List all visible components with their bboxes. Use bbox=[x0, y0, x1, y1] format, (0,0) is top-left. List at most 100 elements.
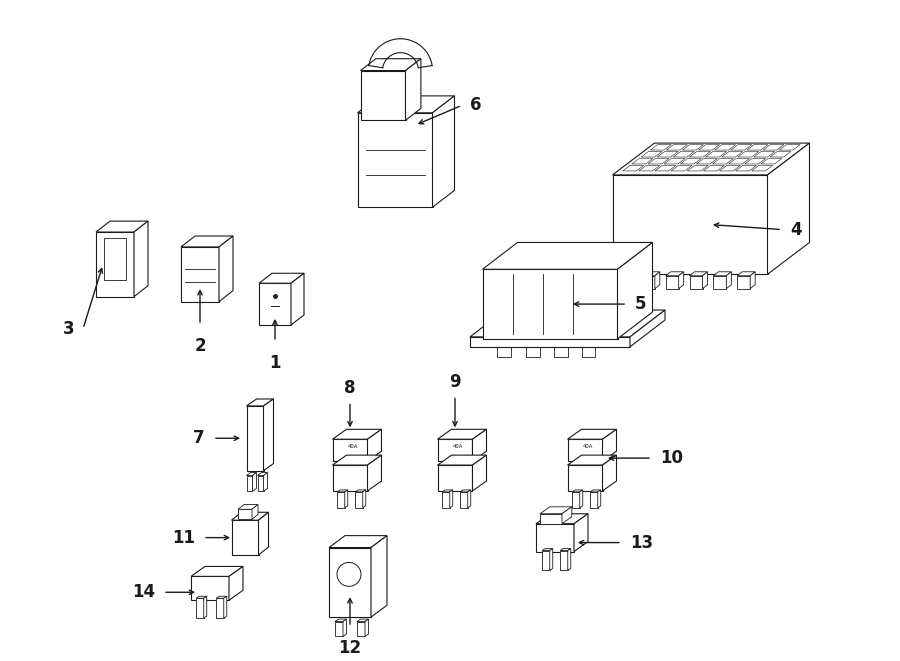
Polygon shape bbox=[697, 159, 717, 164]
Polygon shape bbox=[666, 272, 684, 276]
Polygon shape bbox=[357, 113, 433, 207]
Polygon shape bbox=[651, 145, 671, 150]
Polygon shape bbox=[560, 549, 571, 551]
Polygon shape bbox=[602, 429, 616, 461]
Polygon shape bbox=[688, 165, 708, 171]
Text: 11: 11 bbox=[172, 529, 195, 547]
Polygon shape bbox=[191, 566, 243, 576]
Polygon shape bbox=[460, 492, 468, 508]
Polygon shape bbox=[335, 619, 346, 621]
Polygon shape bbox=[631, 272, 636, 289]
Polygon shape bbox=[568, 455, 616, 465]
Polygon shape bbox=[259, 283, 291, 325]
Polygon shape bbox=[216, 596, 227, 598]
FancyBboxPatch shape bbox=[526, 337, 539, 357]
Polygon shape bbox=[568, 465, 602, 491]
Polygon shape bbox=[437, 429, 487, 439]
Polygon shape bbox=[703, 165, 724, 171]
Polygon shape bbox=[744, 159, 766, 164]
Polygon shape bbox=[714, 272, 732, 276]
Polygon shape bbox=[329, 547, 371, 617]
Polygon shape bbox=[763, 145, 784, 150]
Polygon shape bbox=[729, 159, 750, 164]
Circle shape bbox=[337, 563, 361, 586]
Polygon shape bbox=[737, 272, 755, 276]
Polygon shape bbox=[291, 273, 304, 325]
Polygon shape bbox=[442, 490, 453, 492]
Polygon shape bbox=[648, 159, 669, 164]
Polygon shape bbox=[542, 549, 553, 551]
Polygon shape bbox=[682, 145, 704, 150]
Polygon shape bbox=[437, 455, 487, 465]
Polygon shape bbox=[238, 509, 252, 520]
Polygon shape bbox=[332, 439, 367, 461]
Text: 13: 13 bbox=[630, 533, 653, 551]
Text: 10: 10 bbox=[660, 449, 683, 467]
Polygon shape bbox=[703, 272, 707, 289]
Polygon shape bbox=[752, 165, 772, 171]
Text: 6: 6 bbox=[470, 97, 482, 114]
Polygon shape bbox=[698, 145, 720, 150]
Polygon shape bbox=[713, 159, 734, 164]
Polygon shape bbox=[332, 465, 367, 491]
Text: 4: 4 bbox=[790, 221, 802, 239]
Polygon shape bbox=[666, 145, 688, 150]
Polygon shape bbox=[602, 455, 616, 491]
Polygon shape bbox=[715, 145, 735, 150]
Polygon shape bbox=[191, 576, 229, 600]
Polygon shape bbox=[540, 514, 562, 524]
Polygon shape bbox=[196, 598, 203, 618]
Polygon shape bbox=[655, 165, 676, 171]
Text: 8: 8 bbox=[344, 379, 356, 397]
Text: 12: 12 bbox=[338, 639, 362, 657]
Polygon shape bbox=[719, 165, 741, 171]
Text: 9: 9 bbox=[449, 373, 461, 391]
Polygon shape bbox=[574, 514, 588, 551]
Polygon shape bbox=[357, 621, 365, 637]
Text: 40A: 40A bbox=[347, 444, 358, 449]
Polygon shape bbox=[329, 535, 387, 547]
Polygon shape bbox=[231, 520, 258, 555]
Polygon shape bbox=[231, 512, 268, 520]
Polygon shape bbox=[450, 490, 453, 508]
Polygon shape bbox=[617, 243, 652, 339]
Polygon shape bbox=[657, 151, 678, 157]
Polygon shape bbox=[371, 535, 387, 617]
Polygon shape bbox=[361, 71, 406, 120]
Polygon shape bbox=[726, 272, 732, 289]
Text: 3: 3 bbox=[63, 320, 75, 338]
Polygon shape bbox=[96, 232, 134, 297]
Polygon shape bbox=[247, 399, 274, 406]
Polygon shape bbox=[264, 473, 267, 491]
Polygon shape bbox=[356, 490, 365, 492]
Polygon shape bbox=[747, 145, 768, 150]
Polygon shape bbox=[572, 492, 580, 508]
Polygon shape bbox=[472, 455, 487, 491]
FancyBboxPatch shape bbox=[554, 337, 568, 357]
Polygon shape bbox=[536, 524, 574, 551]
Polygon shape bbox=[238, 504, 258, 509]
Polygon shape bbox=[590, 492, 598, 508]
Polygon shape bbox=[181, 236, 233, 247]
Polygon shape bbox=[219, 236, 233, 301]
Polygon shape bbox=[470, 337, 630, 347]
Polygon shape bbox=[345, 490, 347, 508]
Polygon shape bbox=[738, 151, 759, 157]
Polygon shape bbox=[468, 490, 471, 508]
Polygon shape bbox=[568, 439, 602, 461]
Polygon shape bbox=[598, 490, 600, 508]
Polygon shape bbox=[482, 243, 652, 269]
Polygon shape bbox=[196, 596, 207, 598]
Polygon shape bbox=[264, 399, 274, 471]
Polygon shape bbox=[216, 598, 224, 618]
Polygon shape bbox=[737, 276, 751, 289]
Polygon shape bbox=[623, 165, 644, 171]
Polygon shape bbox=[580, 490, 583, 508]
FancyBboxPatch shape bbox=[581, 337, 596, 357]
Polygon shape bbox=[572, 490, 583, 492]
Polygon shape bbox=[613, 175, 768, 274]
Polygon shape bbox=[568, 429, 616, 439]
Text: 40A: 40A bbox=[583, 444, 593, 449]
Polygon shape bbox=[181, 247, 219, 301]
Polygon shape bbox=[731, 145, 752, 150]
